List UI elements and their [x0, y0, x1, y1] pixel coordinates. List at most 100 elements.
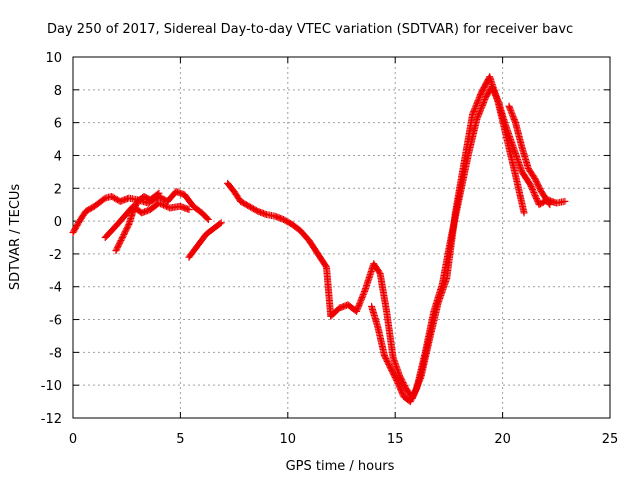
data-point — [480, 99, 488, 107]
data-point — [475, 94, 483, 102]
data-point — [100, 195, 108, 203]
data-point — [528, 184, 536, 192]
x-tick-label: 5 — [176, 432, 184, 447]
data-point — [155, 199, 163, 207]
data-point — [355, 301, 363, 309]
x-tick-label: 0 — [69, 432, 77, 447]
data-point — [489, 84, 497, 92]
y-tick-label: -4 — [49, 281, 62, 296]
data-point — [489, 85, 497, 93]
data-point — [397, 387, 405, 395]
data-point — [356, 300, 364, 308]
y-tick-label: -12 — [41, 412, 62, 427]
y-tick-labels: -12 -10 -8 -6 -4 -2 0 2 4 6 8 10 — [41, 51, 62, 427]
data-point — [412, 386, 420, 394]
plot-frame — [72, 56, 611, 419]
data-point — [527, 181, 535, 189]
chart-title: Day 250 of 2017, Sidereal Day-to-day VTE… — [47, 22, 573, 37]
data-point — [491, 90, 499, 98]
data-point — [490, 87, 498, 95]
y-tick-label: -2 — [49, 248, 62, 263]
data-point — [474, 97, 482, 105]
y-tick-label: 2 — [54, 182, 62, 197]
data-point — [527, 183, 535, 191]
data-point — [470, 107, 478, 115]
data-point — [530, 190, 538, 198]
data-point — [476, 108, 484, 116]
x-tick-label: 15 — [387, 432, 404, 447]
data-point — [395, 381, 403, 389]
data-point — [476, 92, 484, 100]
y-axis-label: SDTVAR / TECUs — [8, 184, 23, 291]
data-point — [158, 200, 166, 208]
data-point — [561, 197, 569, 205]
x-tick-label: 25 — [602, 432, 619, 447]
x-tick-label: 20 — [494, 432, 511, 447]
data-point — [357, 297, 365, 305]
data-point — [359, 292, 367, 300]
data-point — [529, 187, 537, 195]
y-tick-label: 10 — [45, 51, 62, 66]
data-point — [472, 101, 480, 109]
data-point — [475, 95, 483, 103]
data-point — [473, 114, 481, 122]
data-point — [473, 100, 481, 108]
data-point — [356, 298, 364, 306]
data-point — [358, 294, 366, 302]
data-point — [494, 96, 502, 104]
y-tick-label: -6 — [49, 314, 62, 329]
data-point — [545, 199, 553, 207]
y-tick-label: -8 — [49, 346, 62, 361]
data-point — [532, 193, 540, 201]
data-point — [477, 105, 485, 113]
data-point — [203, 214, 211, 222]
data-point — [475, 111, 483, 119]
data-point — [471, 104, 479, 112]
grid-lines — [73, 57, 610, 418]
data-point — [469, 109, 477, 117]
x-tick-labels: 0 5 10 15 20 25 — [69, 432, 618, 447]
series-arc-7 — [505, 102, 554, 209]
data-point — [354, 303, 362, 311]
data-point — [532, 195, 540, 203]
data-point — [529, 186, 537, 194]
data-point — [397, 385, 405, 393]
data-point — [357, 295, 365, 303]
data-point — [160, 201, 168, 209]
y-tick-label: 6 — [54, 117, 62, 132]
data-point — [546, 201, 554, 209]
data-point — [480, 97, 488, 105]
data-point — [393, 378, 401, 386]
data-point — [161, 202, 169, 210]
data-point — [375, 268, 383, 276]
data-point — [531, 192, 539, 200]
data-point — [470, 106, 478, 114]
data-point — [185, 206, 193, 214]
data-point — [155, 189, 163, 197]
data-point — [473, 115, 481, 123]
data-point — [469, 110, 477, 118]
x-axis-label: GPS time / hours — [286, 459, 395, 474]
data-point — [204, 215, 212, 223]
series-arc-6 — [368, 83, 569, 406]
data-point — [490, 88, 498, 96]
data-point — [475, 109, 483, 117]
data-point — [472, 103, 480, 111]
data-point — [473, 98, 481, 106]
data-point — [396, 384, 404, 392]
data-point — [398, 388, 406, 396]
data-point — [520, 209, 528, 217]
data-point — [399, 390, 407, 398]
data-point — [393, 376, 401, 384]
data-point — [354, 304, 362, 312]
y-tick-label: 0 — [54, 215, 62, 230]
data-point — [492, 91, 500, 99]
data-point — [493, 94, 501, 102]
data-point — [217, 219, 225, 227]
data-point — [533, 196, 541, 204]
data-point — [479, 100, 487, 108]
data-point — [492, 93, 500, 101]
data-point — [474, 112, 482, 120]
data-point — [353, 307, 361, 315]
